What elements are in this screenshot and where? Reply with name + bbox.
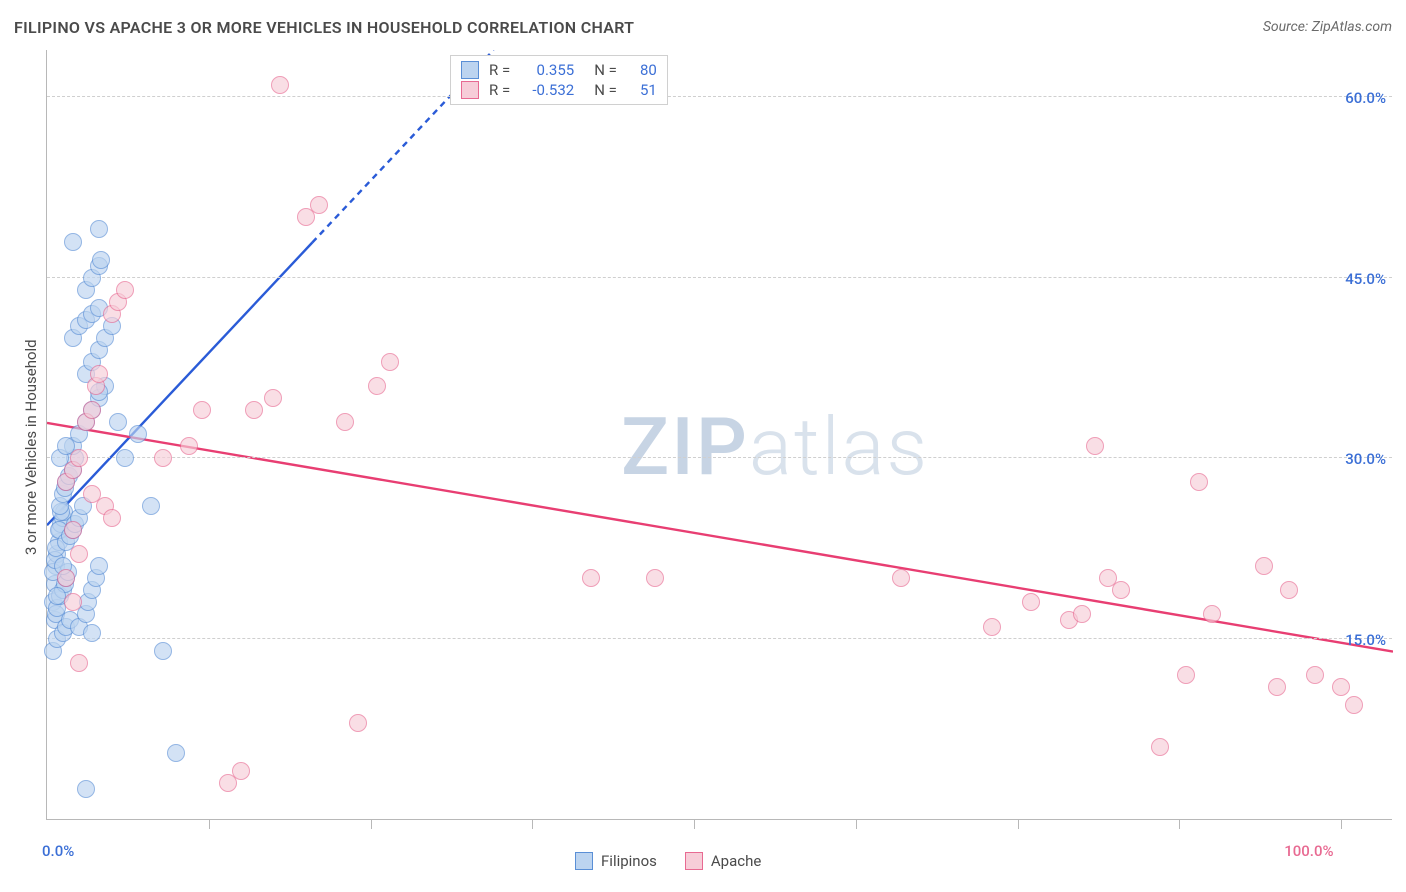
- scatter-point: [1203, 605, 1221, 623]
- chart-source: Source: ZipAtlas.com: [1263, 19, 1392, 35]
- scatter-point: [1177, 666, 1195, 684]
- x-tick: [1179, 819, 1180, 829]
- series-legend-item: Apache: [685, 852, 761, 870]
- n-value: 51: [627, 81, 657, 99]
- grid-line-h: [47, 96, 1392, 97]
- watermark: ZIPatlas: [621, 400, 929, 494]
- x-tick: [1341, 819, 1342, 829]
- scatter-point: [90, 220, 108, 238]
- grid-line-h: [47, 638, 1392, 639]
- y-tick-label: 45.0%: [1345, 270, 1386, 288]
- scatter-point: [142, 497, 160, 515]
- scatter-point: [64, 233, 82, 251]
- scatter-point: [193, 401, 211, 419]
- scatter-point: [349, 714, 367, 732]
- scatter-point: [232, 762, 250, 780]
- x-tick: [1018, 819, 1019, 829]
- scatter-point: [1112, 581, 1130, 599]
- series-legend: Filipinos Apache: [575, 852, 761, 870]
- n-label: N =: [594, 61, 617, 79]
- scatter-point: [77, 780, 95, 798]
- scatter-point: [109, 413, 127, 431]
- x-tick: [694, 819, 695, 829]
- trend-lines-layer: [47, 50, 1393, 820]
- grid-line-h: [47, 457, 1392, 458]
- scatter-point: [1086, 437, 1104, 455]
- series-legend-label: Filipinos: [601, 852, 657, 870]
- scatter-point: [1255, 557, 1273, 575]
- corr-legend-row: R = 0.355 N = 80: [461, 60, 657, 80]
- correlation-legend: R = 0.355 N = 80 R = -0.532 N = 51: [450, 55, 668, 105]
- scatter-point: [1345, 696, 1363, 714]
- x-tick: [209, 819, 210, 829]
- scatter-point: [64, 521, 82, 539]
- scatter-point: [90, 365, 108, 383]
- x-tick: [856, 819, 857, 829]
- scatter-point: [1151, 738, 1169, 756]
- scatter-point: [271, 76, 289, 94]
- scatter-point: [1268, 678, 1286, 696]
- y-tick-label: 15.0%: [1345, 631, 1386, 649]
- scatter-point: [1332, 678, 1350, 696]
- scatter-point: [57, 569, 75, 587]
- legend-swatch: [461, 81, 479, 99]
- watermark-atlas: atlas: [749, 400, 929, 494]
- legend-swatch: [685, 852, 703, 870]
- scatter-point: [983, 618, 1001, 636]
- scatter-point: [70, 545, 88, 563]
- scatter-point: [154, 449, 172, 467]
- scatter-point: [129, 425, 147, 443]
- series-legend-label: Apache: [711, 852, 761, 870]
- scatter-point: [83, 401, 101, 419]
- grid-line-h: [47, 277, 1392, 278]
- legend-swatch: [575, 852, 593, 870]
- scatter-point: [368, 377, 386, 395]
- y-axis-label: 3 or more Vehicles in Household: [22, 339, 40, 555]
- scatter-point: [167, 744, 185, 762]
- scatter-point: [381, 353, 399, 371]
- scatter-point: [1073, 605, 1091, 623]
- y-tick-label: 30.0%: [1345, 450, 1386, 468]
- scatter-point: [310, 196, 328, 214]
- scatter-point: [90, 557, 108, 575]
- scatter-point: [892, 569, 910, 587]
- scatter-point: [264, 389, 282, 407]
- scatter-point: [245, 401, 263, 419]
- plot-area: ZIPatlas 15.0% 30.0% 45.0% 60.0%: [46, 50, 1392, 820]
- scatter-point: [1022, 593, 1040, 611]
- scatter-point: [70, 654, 88, 672]
- scatter-point: [116, 449, 134, 467]
- legend-swatch: [461, 61, 479, 79]
- r-value: -0.532: [520, 81, 574, 99]
- scatter-point: [103, 509, 121, 527]
- scatter-point: [1280, 581, 1298, 599]
- scatter-point: [1306, 666, 1324, 684]
- chart-title: FILIPINO VS APACHE 3 OR MORE VEHICLES IN…: [14, 18, 634, 37]
- n-label: N =: [594, 81, 617, 99]
- scatter-point: [83, 624, 101, 642]
- chart-header: FILIPINO VS APACHE 3 OR MORE VEHICLES IN…: [0, 0, 1406, 44]
- x-axis-label: 100.0%: [1284, 842, 1333, 860]
- scatter-point: [180, 437, 198, 455]
- r-label: R =: [489, 81, 510, 99]
- x-tick: [532, 819, 533, 829]
- x-tick: [371, 819, 372, 829]
- watermark-zip: ZIP: [621, 400, 749, 494]
- scatter-point: [646, 569, 664, 587]
- scatter-point: [154, 642, 172, 660]
- r-value: 0.355: [520, 61, 574, 79]
- scatter-point: [582, 569, 600, 587]
- scatter-point: [336, 413, 354, 431]
- scatter-point: [116, 281, 134, 299]
- x-axis-label: 0.0%: [42, 842, 74, 860]
- y-tick-label: 60.0%: [1345, 89, 1386, 107]
- scatter-point: [64, 593, 82, 611]
- scatter-point: [70, 449, 88, 467]
- series-legend-item: Filipinos: [575, 852, 657, 870]
- corr-legend-row: R = -0.532 N = 51: [461, 80, 657, 100]
- r-label: R =: [489, 61, 510, 79]
- n-value: 80: [627, 61, 657, 79]
- scatter-point: [1190, 473, 1208, 491]
- scatter-point: [92, 251, 110, 269]
